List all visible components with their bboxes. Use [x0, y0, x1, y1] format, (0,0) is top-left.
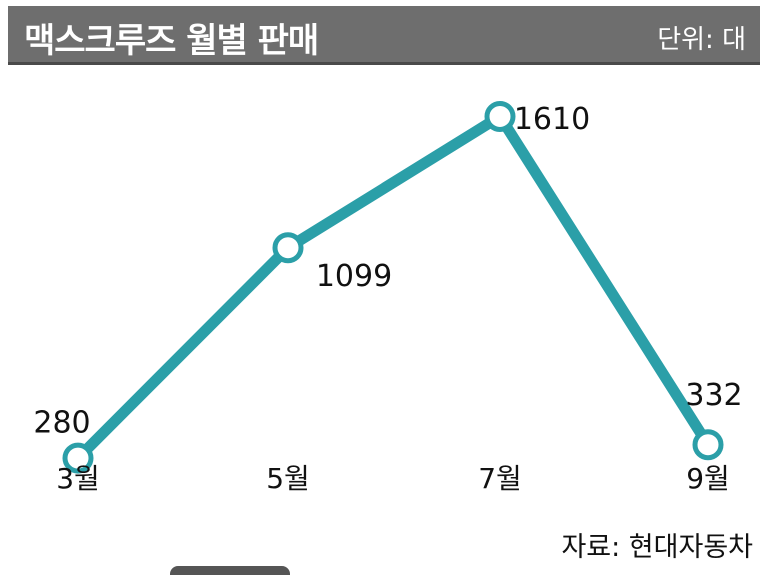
series-line — [72, 110, 714, 464]
data-label: 280 — [33, 406, 90, 441]
data-label: 1099 — [316, 259, 392, 294]
data-point — [692, 429, 724, 461]
x-tick-label: 7월 — [478, 462, 522, 495]
chart-title: 맥스크루즈 월별 판매 — [24, 21, 319, 61]
x-tick-label: 9월 — [686, 462, 730, 495]
data-point — [272, 232, 304, 264]
data-point — [484, 100, 516, 132]
data-label: 332 — [685, 378, 742, 413]
label-layer: 280 1099 1610 332 — [33, 102, 742, 441]
line-layer — [72, 110, 714, 464]
source-note: 자료: 현대자동차 — [561, 532, 753, 563]
bottom-decoration — [170, 566, 290, 575]
point-layer — [62, 100, 724, 474]
x-tick-label: 5월 — [266, 462, 310, 495]
tick-layer: 3월 5월 7월 9월 — [56, 462, 730, 495]
x-tick-label: 3월 — [56, 462, 100, 495]
unit-label: 단위: 대 — [657, 25, 746, 55]
data-point — [62, 442, 94, 474]
data-label: 1610 — [514, 102, 590, 137]
chart-header: 맥스크루즈 월별 판매 단위: 대 — [8, 6, 760, 65]
